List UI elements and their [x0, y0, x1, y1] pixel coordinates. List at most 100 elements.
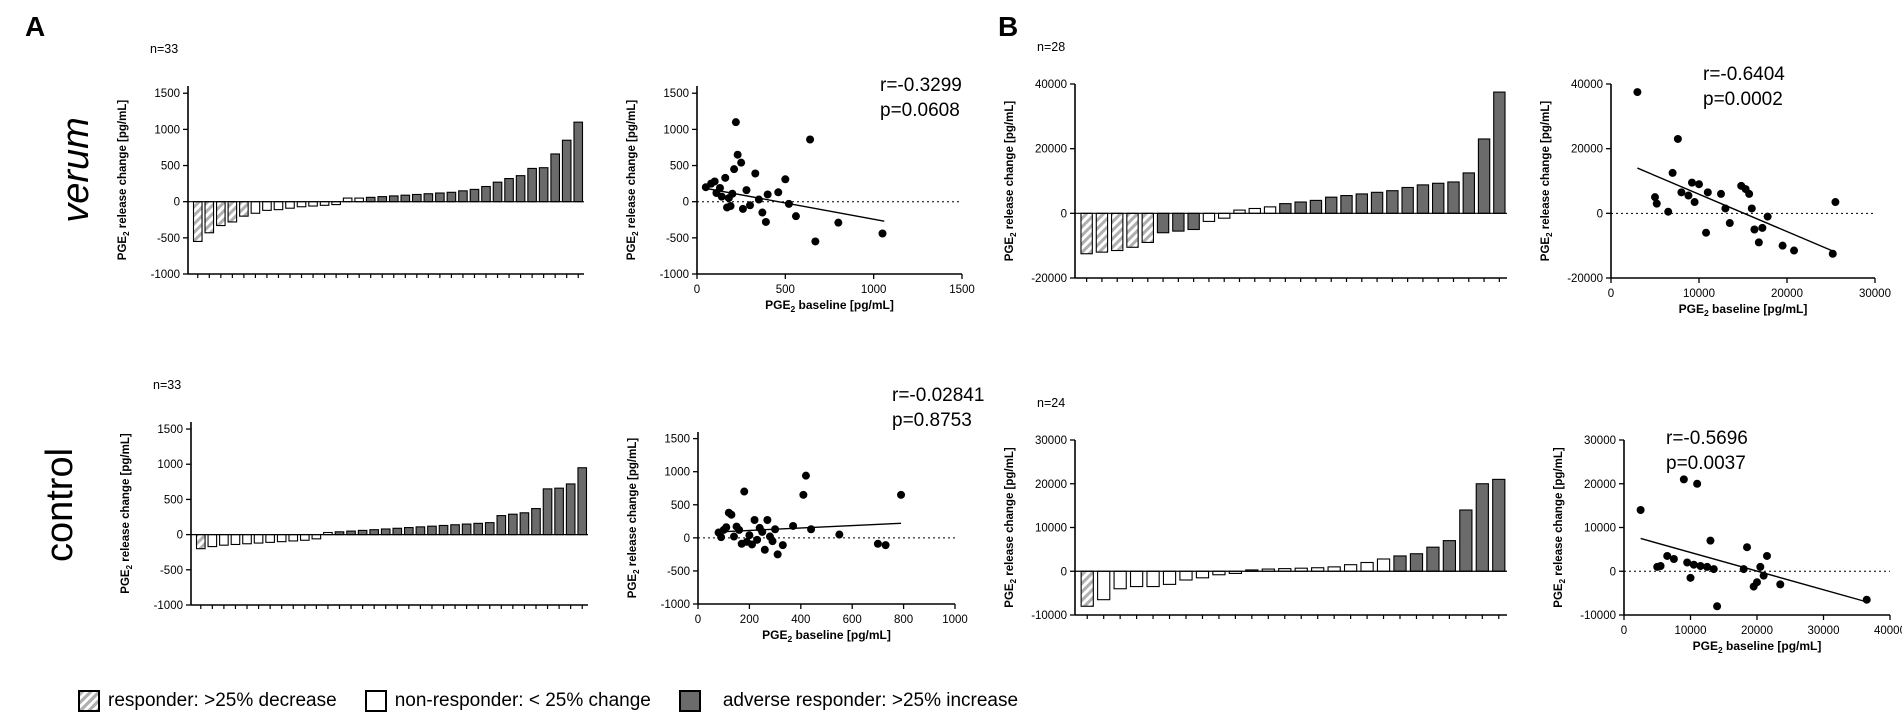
y-tick-label: 0: [683, 197, 689, 209]
scatter-point: [753, 535, 762, 544]
y-tick-label: 0: [1061, 566, 1067, 578]
scatter-point: [781, 175, 790, 184]
bar: [1426, 546, 1440, 572]
bar: [1386, 190, 1399, 214]
y-tick-label: 40000: [1035, 79, 1067, 91]
bar: [227, 201, 238, 223]
bar: [1279, 203, 1292, 214]
x-axis-label: PGE2 baseline [pg/mL]: [762, 628, 891, 644]
scatter-point: [1703, 188, 1712, 197]
bar: [1179, 570, 1193, 581]
scatter-point: [738, 204, 747, 213]
y-tick-label: 20000: [1584, 479, 1616, 491]
panel-label-a: A: [25, 11, 45, 42]
y-axis-label: PGE2 release change [pg/mL]: [120, 433, 134, 594]
bar: [446, 191, 457, 203]
bar: [1202, 212, 1216, 222]
scatter-point: [1725, 219, 1734, 228]
bar: [262, 201, 272, 211]
x-axis-label: PGE2 baseline [pg/mL]: [1693, 639, 1822, 655]
bar: [285, 201, 295, 209]
bar: [1493, 91, 1506, 214]
scatter-point: [1745, 189, 1754, 198]
scatter-point: [1758, 223, 1767, 232]
bar: [1475, 483, 1489, 572]
legend-swatch-adverse: [678, 690, 701, 712]
chart-b-verum-bar: 40000 20000 0 -20000 n=28 PGE2 release change…: [1004, 40, 1507, 285]
y-tick-label: -1000: [154, 600, 183, 612]
y-tick-label: 20000: [1571, 144, 1603, 156]
n-label: n=33: [150, 42, 178, 56]
x-tick-label: 1500: [949, 284, 975, 296]
bar: [1447, 181, 1460, 214]
p-value: p=0.0608: [880, 100, 960, 121]
bar: [308, 201, 318, 207]
y-axis-label: PGE2 release change [pg/mL]: [1553, 447, 1567, 608]
x-axis-label: PGE2 baseline [pg/mL]: [1679, 302, 1808, 318]
scatter-point: [1750, 225, 1759, 234]
bar: [1162, 570, 1177, 585]
bar: [515, 175, 526, 203]
bar: [1442, 540, 1457, 572]
bar: [207, 534, 218, 548]
bar: [1370, 191, 1384, 214]
scatter-point: [715, 183, 724, 192]
p-value: p=0.8753: [892, 410, 972, 431]
y-tick-label: -20000: [1567, 273, 1603, 285]
y-tick-label: -10000: [1580, 610, 1616, 622]
y-axis-label: PGE2 release change [pg/mL]: [1540, 101, 1554, 262]
scatter-point: [747, 540, 756, 549]
regression-line: [1637, 167, 1836, 253]
bar: [423, 193, 434, 203]
bar: [239, 201, 249, 217]
regression-line: [707, 187, 885, 222]
scatter-point: [1702, 228, 1711, 237]
scatter-point: [740, 487, 749, 496]
x-tick-label: 0: [1621, 625, 1627, 637]
chart-a-control-bar: 1500 1000 500 0 -500 -1000 n=33 PGE2 release ch…: [120, 378, 588, 612]
bar: [1409, 553, 1424, 572]
scatter-point: [1706, 536, 1715, 545]
scatter-point: [878, 229, 887, 238]
scatter-point: [731, 118, 740, 127]
scatter-point: [717, 533, 726, 542]
scatter-point: [778, 541, 787, 550]
scatter-point: [728, 189, 737, 198]
y-tick-label: 1500: [154, 88, 180, 100]
bar: [496, 515, 507, 536]
scatter-point: [758, 527, 767, 536]
scatter-point: [763, 515, 772, 524]
scatter-point: [773, 550, 782, 559]
bar: [1156, 212, 1170, 234]
scatter-point: [750, 515, 759, 524]
scatter-point: [1696, 562, 1705, 570]
bar: [1263, 206, 1277, 214]
y-tick-label: -20000: [1031, 273, 1067, 285]
bar: [242, 534, 252, 545]
scatter-point: [727, 510, 736, 519]
bar: [273, 201, 284, 211]
bar: [276, 534, 287, 543]
y-tick-label: 0: [684, 533, 690, 545]
y-tick-label: 500: [670, 161, 689, 173]
scatter-point: [1689, 560, 1698, 569]
scatter-point: [733, 150, 742, 159]
scatter-point: [1684, 191, 1693, 200]
bar: [538, 167, 549, 203]
scatter-point: [745, 531, 754, 540]
y-axis-label: PGE2 release change [pg/mL]: [1004, 447, 1018, 608]
bar: [219, 534, 229, 546]
x-tick-label: 600: [843, 614, 862, 626]
x-tick-label: 0: [694, 284, 700, 296]
scatter-point: [784, 199, 793, 208]
y-tick-label: 20000: [1035, 144, 1067, 156]
n-label: n=24: [1037, 396, 1065, 410]
bar: [438, 524, 449, 536]
p-value: p=0.0037: [1666, 453, 1746, 474]
bar: [365, 196, 376, 203]
bar: [565, 483, 576, 536]
chart-b-control-scatter: 30000 20000 10000 0 -10000 0 10000 20000 30000 40…: [1553, 428, 1902, 655]
bar: [550, 153, 560, 203]
bar: [1360, 561, 1374, 572]
scatter-point: [806, 135, 815, 144]
